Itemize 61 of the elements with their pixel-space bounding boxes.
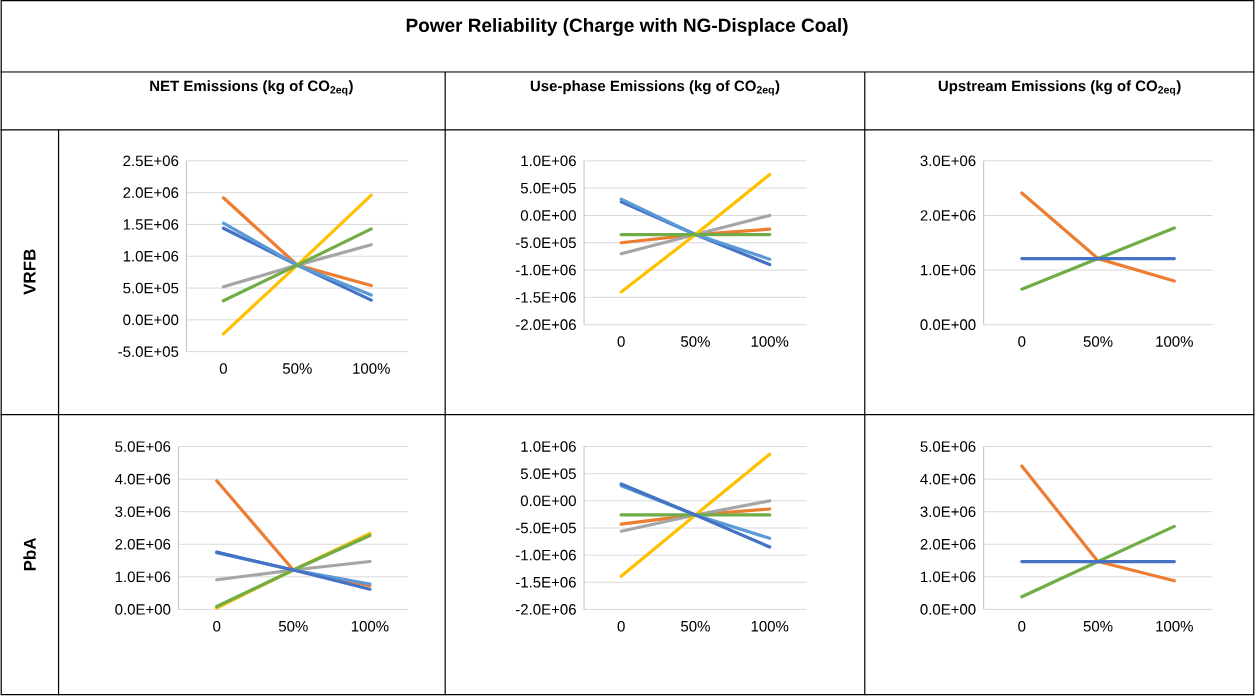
chart-title: NET Emissions (kg of CO$_{2eq}$) [150,80,353,96]
x-tick-label: 100% [751,336,789,347]
y-tick-label: 0.0E+00 [123,314,179,326]
x-tick-label: 100% [1156,336,1193,347]
y-tick-label: 0.0E+00 [920,319,976,331]
y-tick-label: 4.0E+06 [920,473,976,485]
x-tick-label: 50% [1083,336,1113,347]
y-tick-label: 5.0E+05 [520,468,576,480]
x-tick-label: 0 [219,363,227,374]
y-tick-label: -5.0E+05 [515,522,576,534]
chart-title: Use-phase Emissions (kg of CO$_{2eq}$) [530,80,780,96]
y-tick-label: 1.0E+06 [921,571,976,583]
y-tick-label: -1.5E+06 [515,576,576,588]
y-tick-label: 1.0E+06 [115,571,171,583]
y-tick-label: 5.0E+05 [520,182,576,194]
y-tick-label: 0.0E+00 [115,604,171,615]
y-tick-label: 1.5E+06 [123,219,179,230]
y-tick-label: 0.0E+00 [520,210,576,221]
y-tick-label: -2.0E+06 [515,319,576,331]
y-tick-label: -5.0E+05 [118,346,179,357]
x-tick-label: 0 [213,620,221,632]
y-tick-label: 5.0E+06 [920,441,976,452]
x-tick-label: 0 [1018,336,1026,347]
x-tick-label: 100% [751,620,789,632]
y-tick-label: 0.0E+00 [920,604,976,615]
y-axis-title: VRFB [23,249,36,295]
x-tick-label: 0 [1018,620,1026,632]
y-tick-label: 0.0E+00 [520,495,576,507]
x-tick-label: 50% [681,336,710,347]
y-tick-label: 1.0E+06 [921,264,976,276]
y-tick-label: -1.0E+06 [515,264,576,276]
x-tick-label: 100% [351,620,389,632]
y-tick-label: 2.0E+06 [115,538,171,550]
x-tick-label: 0 [617,336,625,347]
x-tick-label: 0 [617,620,625,632]
y-tick-label: 3.0E+06 [920,506,976,518]
y-tick-label: 3.0E+06 [920,155,976,167]
y-tick-label: 1.0E+06 [521,441,576,452]
y-tick-label: 2.0E+06 [123,187,179,198]
y-tick-label: 2.5E+06 [123,155,179,167]
y-tick-label: -2.0E+06 [515,604,576,615]
y-tick-label: 2.0E+06 [920,538,976,550]
y-tick-label: 2.0E+06 [920,210,976,221]
y-tick-label: -1.0E+06 [515,549,576,561]
y-axis-title: PbA [23,537,36,571]
y-tick-label: 4.0E+06 [115,473,171,485]
y-tick-label: 3.0E+06 [115,506,171,518]
y-tick-label: 5.0E+06 [115,441,171,452]
y-tick-label: 1.0E+06 [123,250,179,262]
x-tick-label: 100% [353,363,390,374]
chart-title: Upstream Emissions (kg of CO$_{2eq}$) [938,80,1181,96]
x-tick-label: 100% [1156,620,1193,632]
y-tick-label: 1.0E+06 [521,155,576,167]
x-tick-label: 50% [278,620,308,632]
x-tick-label: 50% [681,620,710,632]
y-tick-label: -5.0E+05 [515,237,576,249]
text: Power Reliability (Charge with NG-Displace Coal) [406,18,848,36]
y-tick-label: 5.0E+05 [123,282,179,294]
x-tick-label: 50% [282,363,312,374]
x-tick-label: 50% [1083,620,1113,632]
y-tick-label: -1.5E+06 [515,292,576,303]
